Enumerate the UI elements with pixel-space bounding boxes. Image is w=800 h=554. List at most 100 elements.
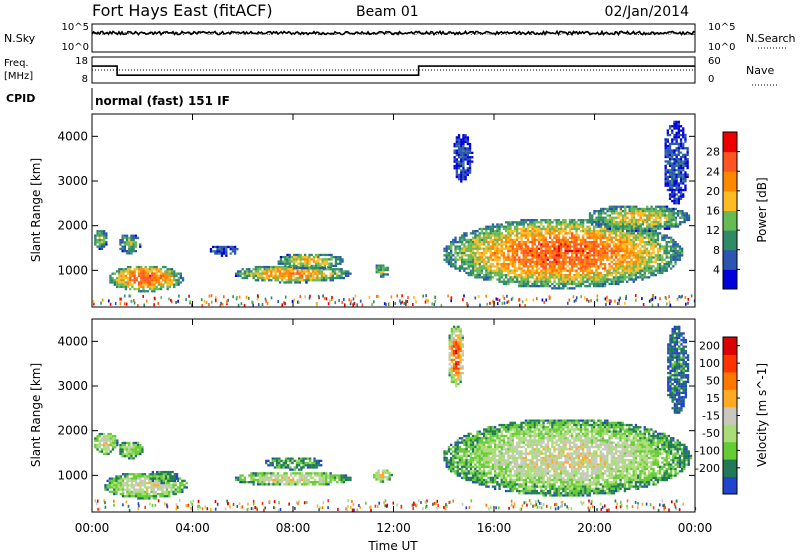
heatmap-cell <box>652 218 655 222</box>
heatmap-cell <box>329 474 332 477</box>
heatmap-cell <box>630 232 633 235</box>
heatmap-cell <box>643 249 646 253</box>
heatmap-cell <box>107 432 110 436</box>
heatmap-cell <box>167 477 170 480</box>
heatmap-cell <box>132 441 135 445</box>
heatmap-cell <box>507 221 510 224</box>
heatmap-cell <box>509 256 512 259</box>
heatmap-cell <box>109 281 112 284</box>
heatmap-cell <box>108 484 111 487</box>
heatmap-cell <box>544 256 547 259</box>
heatmap-cell <box>673 169 676 172</box>
heatmap-cell <box>613 218 616 222</box>
heatmap-cell <box>141 473 144 476</box>
ground-scatter-cell <box>137 304 139 307</box>
heatmap-cell <box>674 225 677 228</box>
heatmap-cell <box>122 268 125 271</box>
heatmap-cell <box>128 450 131 453</box>
heatmap-cell <box>274 270 277 273</box>
heatmap-cell <box>665 245 668 248</box>
heatmap-cell <box>483 276 486 279</box>
heatmap-cell <box>94 439 97 442</box>
ground-scatter-cell <box>466 302 468 306</box>
heatmap-cell <box>577 274 580 277</box>
ground-scatter-cell <box>270 296 273 300</box>
heatmap-cell <box>170 488 173 491</box>
heatmap-cell <box>650 236 653 239</box>
heatmap-cell <box>677 125 680 128</box>
heatmap-cell <box>109 432 112 436</box>
heatmap-cell <box>487 256 490 259</box>
heatmap-cell <box>573 234 576 237</box>
heatmap-cell <box>588 278 591 281</box>
heatmap-cell <box>146 481 149 485</box>
heatmap-cell <box>140 290 143 293</box>
heatmap-cell <box>670 254 673 257</box>
heatmap-cell <box>677 182 680 185</box>
ground-scatter-cell <box>503 297 506 300</box>
heatmap-cell <box>457 173 461 176</box>
heatmap-cell <box>619 271 622 275</box>
heatmap-cell <box>630 260 633 264</box>
heatmap-cell <box>522 285 525 288</box>
heatmap-cell <box>610 278 613 281</box>
heatmap-cell <box>317 256 320 259</box>
ground-scatter-cell <box>356 303 358 307</box>
heatmap-cell <box>632 238 635 242</box>
heatmap-cell <box>331 268 334 271</box>
heatmap-cell <box>463 245 466 248</box>
heatmap-cell <box>617 254 620 257</box>
heatmap-cell <box>254 270 257 273</box>
heatmap-cell <box>656 234 660 237</box>
heatmap-cell <box>380 264 383 267</box>
heatmap-cell <box>286 253 289 257</box>
heatmap-cell <box>110 486 114 489</box>
heatmap-cell <box>557 265 561 268</box>
heatmap-cell <box>617 280 620 283</box>
heatmap-cell <box>542 282 545 286</box>
ground-scatter-cell <box>532 298 535 302</box>
heatmap-cell <box>621 241 624 244</box>
heatmap-cell <box>637 225 640 228</box>
heatmap-cell <box>682 136 685 139</box>
heatmap-cell <box>109 274 112 277</box>
heatmap-cell <box>615 230 618 233</box>
heatmap-cell <box>153 477 157 480</box>
heatmap-cell <box>666 180 669 183</box>
heatmap-cell <box>608 232 611 235</box>
heatmap-cell <box>641 256 644 259</box>
heatmap-cell <box>103 443 106 447</box>
heatmap-cell <box>252 272 255 275</box>
ground-scatter-cell <box>492 299 494 303</box>
heatmap-cell <box>529 263 532 266</box>
heatmap-cell <box>670 258 673 261</box>
heatmap-cell <box>588 232 591 235</box>
heatmap-cell <box>608 225 611 228</box>
ground-scatter-cell <box>685 302 687 306</box>
heatmap-cell <box>675 202 678 205</box>
heatmap-cell <box>469 258 473 261</box>
heatmap-cell <box>162 479 165 482</box>
heatmap-cell <box>130 243 133 246</box>
heatmap-cell <box>527 225 530 228</box>
heatmap-cell <box>384 273 387 276</box>
heatmap-cell <box>608 221 611 224</box>
heatmap-cell <box>557 287 561 290</box>
heatmap-cell <box>340 270 343 273</box>
ground-scatter-cell <box>109 302 112 306</box>
heatmap-cell <box>595 263 598 266</box>
heatmap-cell <box>256 272 260 275</box>
heatmap-cell <box>130 245 133 248</box>
heatmap-cell <box>546 258 550 261</box>
heatmap-cell <box>107 452 110 455</box>
heatmap-cell <box>159 276 163 280</box>
heatmap-cell <box>664 166 667 170</box>
nsky-panel: N.Sky 10^5 10^0 10^5 10^0 N.Search <box>4 22 796 53</box>
heatmap-cell <box>671 162 674 165</box>
nsearch-tick-bottom: 10^0 <box>708 42 735 53</box>
heatmap-cell <box>524 252 528 255</box>
heatmap-cell <box>296 270 299 273</box>
heatmap-cell <box>524 263 528 266</box>
heatmap-cell <box>288 258 291 261</box>
heatmap-cell <box>507 269 510 272</box>
